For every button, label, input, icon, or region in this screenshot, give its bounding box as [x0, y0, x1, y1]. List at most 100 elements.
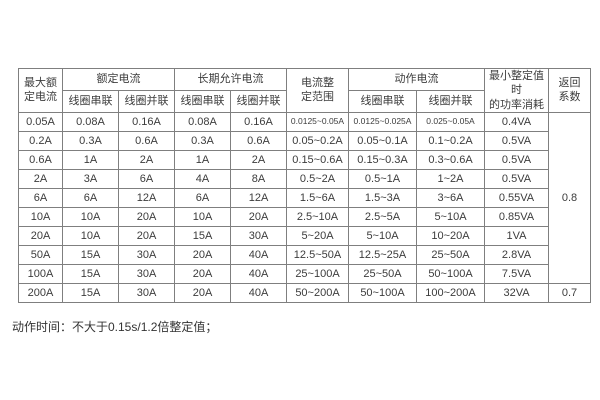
cell-operating-parallel: 10~20A — [416, 225, 485, 246]
cell-operating-series: 0.5~1A — [348, 168, 417, 189]
cell-max-rated: 6A — [18, 187, 63, 208]
table-row: 2A 3A 6A 4A 8A 0.5~2A 0.5~1A 1~2A 0.5VA — [18, 168, 591, 189]
cell-longterm-series: 20A — [174, 282, 231, 303]
cell-rated-series: 10A — [62, 206, 119, 227]
cell-power-consumption: 0.55VA — [484, 187, 549, 208]
cell-operating-parallel: 3~6A — [416, 187, 485, 208]
cell-operating-parallel: 0.1~0.2A — [416, 130, 485, 151]
cell-rated-series: 15A — [62, 282, 119, 303]
cell-power-consumption: 0.85VA — [484, 206, 549, 227]
cell-setting-range: 2.5~10A — [286, 206, 349, 227]
table-row: 0.6A 1A 2A 1A 2A 0.15~0.6A 0.15~0.3A 0.3~0.6A 0.… — [18, 149, 591, 170]
table-row: 50A 15A 30A 20A 40A 12.5~50A 12.5~25A 25~50A 2.8… — [18, 244, 591, 265]
header-longterm-coil-parallel: 线圈并联 — [230, 89, 287, 113]
header-rated-coil-series: 线圈串联 — [62, 89, 119, 113]
cell-rated-series: 1A — [62, 149, 119, 170]
cell-rated-parallel: 20A — [118, 225, 175, 246]
cell-operating-parallel: 0.025~0.05A — [416, 111, 485, 132]
cell-rated-series: 6A — [62, 187, 119, 208]
header-longterm-coil-series: 线圈串联 — [174, 89, 231, 113]
cell-setting-range: 25~100A — [286, 263, 349, 284]
cell-power-consumption: 1VA — [484, 225, 549, 246]
cell-power-consumption: 7.5VA — [484, 263, 549, 284]
cell-operating-series: 0.05~0.1A — [348, 130, 417, 151]
cell-operating-series: 1.5~3A — [348, 187, 417, 208]
cell-setting-range: 0.15~0.6A — [286, 149, 349, 170]
cell-operating-series: 0.15~0.3A — [348, 149, 417, 170]
table-row: 0.05A 0.08A 0.16A 0.08A 0.16A 0.0125~0.05A 0.0… — [18, 111, 591, 284]
cell-longterm-parallel: 40A — [230, 263, 287, 284]
cell-rated-parallel: 2A — [118, 149, 175, 170]
relay-spec-table: 最大额 定电流 额定电流 长期允许电流 电流整 定范围 动作电流 最小整定值时 … — [18, 68, 591, 303]
cell-operating-parallel: 25~50A — [416, 244, 485, 265]
cell-longterm-series: 15A — [174, 225, 231, 246]
cell-power-consumption: 0.5VA — [484, 130, 549, 151]
header-row-groups: 最大额 定电流 额定电流 长期允许电流 电流整 定范围 动作电流 最小整定值时 … — [18, 68, 591, 113]
cell-operating-series: 2.5~5A — [348, 206, 417, 227]
header-rated-coil-parallel: 线圈并联 — [118, 89, 175, 113]
header-return-coefficient: 返回 系数 — [548, 68, 591, 113]
cell-return-coeff-last: 0.7 — [548, 282, 591, 303]
cell-power-consumption: 0.4VA — [484, 111, 549, 132]
cell-longterm-parallel: 0.6A — [230, 130, 287, 151]
table-row: 0.2A 0.3A 0.6A 0.3A 0.6A 0.05~0.2A 0.05~0.1A 0.… — [18, 130, 591, 151]
cell-rated-series: 10A — [62, 225, 119, 246]
cell-max-rated: 200A — [18, 282, 63, 303]
header-max-rated-current: 最大额 定电流 — [18, 68, 63, 113]
table-row: 6A 6A 12A 6A 12A 1.5~6A 1.5~3A 3~6A 0.55VA — [18, 187, 591, 208]
cell-power-consumption: 2.8VA — [484, 244, 549, 265]
cell-longterm-series: 6A — [174, 187, 231, 208]
cell-longterm-parallel: 20A — [230, 206, 287, 227]
spec-table-body: 0.05A 0.08A 0.16A 0.08A 0.16A 0.0125~0.05A 0.0… — [18, 111, 591, 303]
cell-max-rated: 50A — [18, 244, 63, 265]
cell-rated-series: 15A — [62, 244, 119, 265]
cell-rated-series: 3A — [62, 168, 119, 189]
cell-operating-series: 0.0125~0.025A — [348, 111, 417, 132]
cell-setting-range: 0.0125~0.05A — [286, 111, 349, 132]
cell-power-consumption: 32VA — [484, 282, 549, 303]
cell-operating-series: 50~100A — [348, 282, 417, 303]
cell-rated-series: 0.3A — [62, 130, 119, 151]
cell-return-coeff-merged: 0.8 — [548, 111, 591, 284]
cell-max-rated: 0.6A — [18, 149, 63, 170]
cell-longterm-series: 0.3A — [174, 130, 231, 151]
cell-longterm-parallel: 8A — [230, 168, 287, 189]
cell-operating-parallel: 1~2A — [416, 168, 485, 189]
cell-max-rated: 20A — [18, 225, 63, 246]
table-row: 10A 10A 20A 10A 20A 2.5~10A 2.5~5A 5~10A 0.85VA — [18, 206, 591, 227]
cell-rated-parallel: 6A — [118, 168, 175, 189]
cell-longterm-series: 20A — [174, 244, 231, 265]
cell-setting-range: 12.5~50A — [286, 244, 349, 265]
cell-longterm-series: 0.08A — [174, 111, 231, 132]
cell-longterm-series: 10A — [174, 206, 231, 227]
header-power-consumption: 最小整定值时 的功率消耗 — [484, 68, 549, 113]
table-row: 20A 10A 20A 15A 30A 5~20A 5~10A 10~20A 1VA — [18, 225, 591, 246]
cell-rated-parallel: 30A — [118, 263, 175, 284]
cell-longterm-series: 4A — [174, 168, 231, 189]
cell-setting-range: 0.05~0.2A — [286, 130, 349, 151]
table-row: 200A 15A 30A 20A 40A 50~200A 50~100A 100~200A 32… — [18, 282, 591, 303]
cell-operating-series: 5~10A — [348, 225, 417, 246]
cell-max-rated: 10A — [18, 206, 63, 227]
cell-longterm-parallel: 40A — [230, 244, 287, 265]
cell-power-consumption: 0.5VA — [484, 168, 549, 189]
cell-rated-series: 15A — [62, 263, 119, 284]
cell-longterm-parallel: 0.16A — [230, 111, 287, 132]
operating-time-note: 动作时间：不大于0.15s/1.2倍整定值； — [12, 320, 218, 334]
cell-longterm-parallel: 30A — [230, 225, 287, 246]
cell-rated-parallel: 20A — [118, 206, 175, 227]
cell-max-rated: 100A — [18, 263, 63, 284]
cell-operating-parallel: 100~200A — [416, 282, 485, 303]
table-row: 100A 15A 30A 20A 40A 25~100A 25~50A 50~100A 7.5V… — [18, 263, 591, 284]
cell-operating-parallel: 0.3~0.6A — [416, 149, 485, 170]
header-row-subcolumns: 线圈串联 线圈并联 线圈串联 线圈并联 线圈串联 线圈并联 — [19, 89, 591, 113]
cell-longterm-parallel: 12A — [230, 187, 287, 208]
header-rated-current-group: 额定电流 — [62, 68, 175, 91]
cell-setting-range: 5~20A — [286, 225, 349, 246]
cell-operating-series: 12.5~25A — [348, 244, 417, 265]
cell-rated-parallel: 30A — [118, 244, 175, 265]
cell-setting-range: 0.5~2A — [286, 168, 349, 189]
cell-longterm-parallel: 40A — [230, 282, 287, 303]
cell-longterm-series: 1A — [174, 149, 231, 170]
cell-setting-range: 50~200A — [286, 282, 349, 303]
